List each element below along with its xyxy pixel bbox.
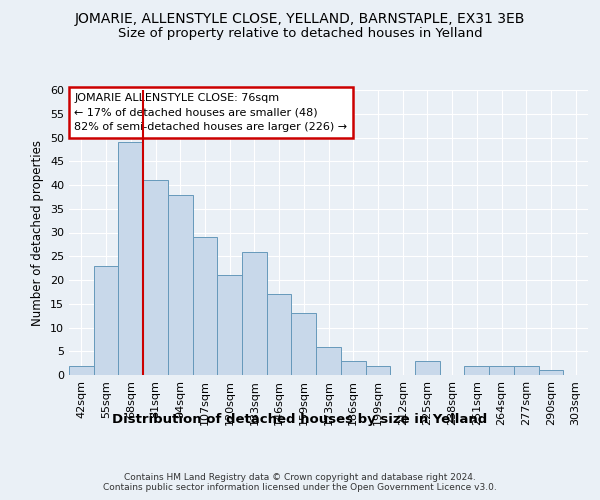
Text: JOMARIE ALLENSTYLE CLOSE: 76sqm
← 17% of detached houses are smaller (48)
82% of: JOMARIE ALLENSTYLE CLOSE: 76sqm ← 17% of… [74, 93, 347, 132]
Bar [94, 266, 118, 375]
Bar [341, 361, 365, 375]
Bar [514, 366, 539, 375]
Text: Size of property relative to detached houses in Yelland: Size of property relative to detached ho… [118, 28, 482, 40]
Bar [118, 142, 143, 375]
Bar [217, 275, 242, 375]
Bar [143, 180, 168, 375]
Y-axis label: Number of detached properties: Number of detached properties [31, 140, 44, 326]
Bar [316, 346, 341, 375]
Text: Contains public sector information licensed under the Open Government Licence v3: Contains public sector information licen… [103, 484, 497, 492]
Bar [168, 194, 193, 375]
Bar [267, 294, 292, 375]
Bar [464, 366, 489, 375]
Bar [539, 370, 563, 375]
Text: Contains HM Land Registry data © Crown copyright and database right 2024.: Contains HM Land Registry data © Crown c… [124, 474, 476, 482]
Bar [292, 313, 316, 375]
Bar [489, 366, 514, 375]
Bar [69, 366, 94, 375]
Bar [193, 238, 217, 375]
Text: JOMARIE, ALLENSTYLE CLOSE, YELLAND, BARNSTAPLE, EX31 3EB: JOMARIE, ALLENSTYLE CLOSE, YELLAND, BARN… [75, 12, 525, 26]
Text: Distribution of detached houses by size in Yelland: Distribution of detached houses by size … [112, 412, 488, 426]
Bar [242, 252, 267, 375]
Bar [365, 366, 390, 375]
Bar [415, 361, 440, 375]
